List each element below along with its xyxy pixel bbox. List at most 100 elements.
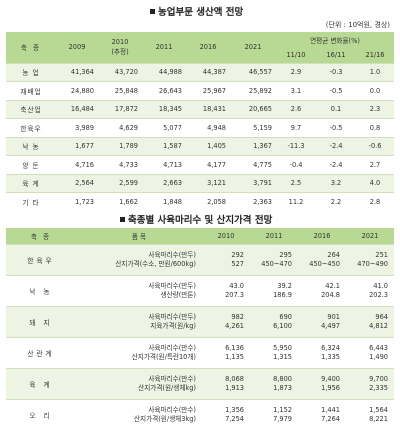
- value-cell: 1,367: [230, 136, 276, 156]
- value-line-2: 1,873: [273, 383, 292, 392]
- header-growth-11-10: 11/10: [276, 48, 316, 63]
- value-cell: 25,967: [186, 81, 230, 100]
- row-category: 육 계: [6, 173, 56, 193]
- value-line-1: 43.0: [229, 281, 244, 290]
- row-category: 한육우: [6, 243, 76, 275]
- value-cell: 25,848: [98, 81, 142, 100]
- table-row: 산란계 사육마리수(만수) 산지가격(원/특란10개) 6,136 1,135 5,950…: [6, 336, 394, 368]
- header-growth-16-11: 16/11: [316, 48, 356, 63]
- table-row: 오 리 사육마리수(만수) 산지가격(원/생체3kg) 1,356 7,254 1,152…: [6, 398, 394, 430]
- item-cell: 사육마리수(만수) 산지가격(원/생체3kg): [76, 398, 202, 430]
- value-cell: 18,345: [142, 99, 186, 119]
- growth-cell: 4.0: [356, 173, 395, 193]
- item-cell: 사육마리수(만두) 지육가격(원/kg): [76, 305, 202, 337]
- value-cell: 9,400 1,956: [298, 367, 346, 399]
- value-cell: 25,892: [230, 81, 276, 100]
- value-line-1: 9,700: [369, 374, 388, 383]
- item-label: 산지가격(원/생체kg): [138, 383, 196, 392]
- growth-cell: 0.0: [356, 81, 395, 100]
- value-line-2: 4,261: [225, 321, 244, 330]
- value-cell: 5,159: [230, 118, 276, 137]
- growth-cell: 2.7: [356, 155, 395, 174]
- value-cell: 18,431: [186, 99, 230, 119]
- growth-cell: 2.5: [276, 173, 316, 193]
- row-category: 돼 지: [6, 305, 76, 337]
- row-category: 육 계: [6, 367, 76, 399]
- value-line-2: 1,913: [225, 383, 244, 392]
- growth-cell: -0.6: [356, 136, 395, 156]
- item-label: 사육마리수(만수): [148, 405, 196, 414]
- item-label: 지육가격(원/kg): [150, 321, 196, 330]
- growth-cell: -0.4: [276, 155, 316, 174]
- value-line-1: 1,564: [369, 405, 388, 414]
- header2-2016: 2016: [298, 228, 346, 244]
- row-category: 기 타: [6, 192, 56, 211]
- header2-2011: 2011: [250, 228, 298, 244]
- table-row: 육 계 사육마리수(만수) 산지가격(원/생체kg) 8,068 1,913 8,800 1…: [6, 367, 394, 399]
- value-line-2: 1,335: [321, 352, 340, 361]
- value-cell: 901 4,497: [298, 305, 346, 337]
- value-cell: 4,733: [98, 155, 142, 174]
- value-line-1: 1,152: [273, 405, 292, 414]
- value-cell: 1,677: [56, 136, 98, 156]
- value-line-1: 982: [231, 312, 244, 321]
- value-cell: 41,364: [56, 62, 98, 82]
- value-cell: 26,643: [142, 81, 186, 100]
- value-cell: 4,716: [56, 155, 98, 174]
- value-cell: 16,484: [56, 99, 98, 119]
- growth-cell: -0.5: [316, 81, 356, 100]
- value-line-1: 964: [375, 312, 388, 321]
- value-line-2: 470~490: [357, 259, 388, 268]
- value-cell: 264 450~450: [298, 243, 346, 275]
- value-line-1: 8,068: [225, 374, 244, 383]
- value-line-1: 901: [327, 312, 340, 321]
- item-cell: 사육마리수(만두) 산지가격(수소, 만원/600kg): [76, 243, 202, 275]
- value-cell: 6,324 1,335: [298, 336, 346, 368]
- table-row: 한육우 3,989 4,629 5,077 4,948 5,159 9.7 -0.5 0.8: [6, 118, 395, 137]
- value-line-1: 295: [279, 250, 292, 259]
- header2-category: 축 종: [6, 228, 76, 244]
- row-category: 낙 농: [6, 274, 76, 306]
- header-category: 축 종: [6, 32, 56, 63]
- value-cell: 1,789: [98, 136, 142, 156]
- value-line-2: 450~470: [261, 259, 292, 268]
- growth-cell: 2.9: [276, 62, 316, 82]
- table-row: 농 업 41,364 43,720 44,988 44,387 46,557 2.9 -0.3…: [6, 62, 395, 82]
- growth-cell: 3.1: [276, 81, 316, 100]
- value-cell: 20,665: [230, 99, 276, 119]
- value-cell: 2,058: [186, 192, 230, 211]
- value-cell: 982 4,261: [202, 305, 250, 337]
- value-cell: 5,077: [142, 118, 186, 137]
- square-bullet-icon: [120, 217, 125, 222]
- header-2010-year: 2010: [111, 38, 129, 47]
- square-bullet-icon: [150, 9, 155, 14]
- header-2011: 2011: [142, 32, 186, 63]
- value-cell: 292 527: [202, 243, 250, 275]
- value-line-1: 6,443: [369, 343, 388, 352]
- value-cell: 4,775: [230, 155, 276, 174]
- value-line-1: 6,136: [225, 343, 244, 352]
- value-cell: 3,121: [186, 173, 230, 193]
- value-line-1: 1,356: [225, 405, 244, 414]
- value-cell: 8,800 1,873: [250, 367, 298, 399]
- row-category: 낙 농: [6, 136, 56, 156]
- value-cell: 1,356 7,254: [202, 398, 250, 430]
- growth-cell: 2.6: [276, 99, 316, 119]
- header-2010: 2010 (추정): [98, 32, 142, 63]
- item-label: 사육마리수(만두): [148, 281, 196, 290]
- value-line-2: 6,100: [273, 321, 292, 330]
- row-category: 양 돈: [6, 155, 56, 174]
- item-label: 사육마리수(만수): [148, 343, 196, 352]
- value-line-1: 39.2: [277, 281, 292, 290]
- value-cell: 5,950 1,315: [250, 336, 298, 368]
- value-line-1: 8,800: [273, 374, 292, 383]
- header-growth-21-16: 21/16: [356, 48, 395, 63]
- item-label: 생산량(만톤): [160, 290, 196, 299]
- table-row: 육 계 2,564 2,599 2,663 3,121 3,791 2.5 3.2 4.0: [6, 173, 395, 193]
- growth-cell: 2.8: [356, 192, 395, 211]
- growth-cell: -2.4: [316, 136, 356, 156]
- section2-title: 축종별 사육마리수 및 산지가격 전망: [120, 212, 272, 226]
- value-cell: 4,713: [142, 155, 186, 174]
- item-label: 사육마리수(만수): [148, 374, 196, 383]
- value-cell: 3,791: [230, 173, 276, 193]
